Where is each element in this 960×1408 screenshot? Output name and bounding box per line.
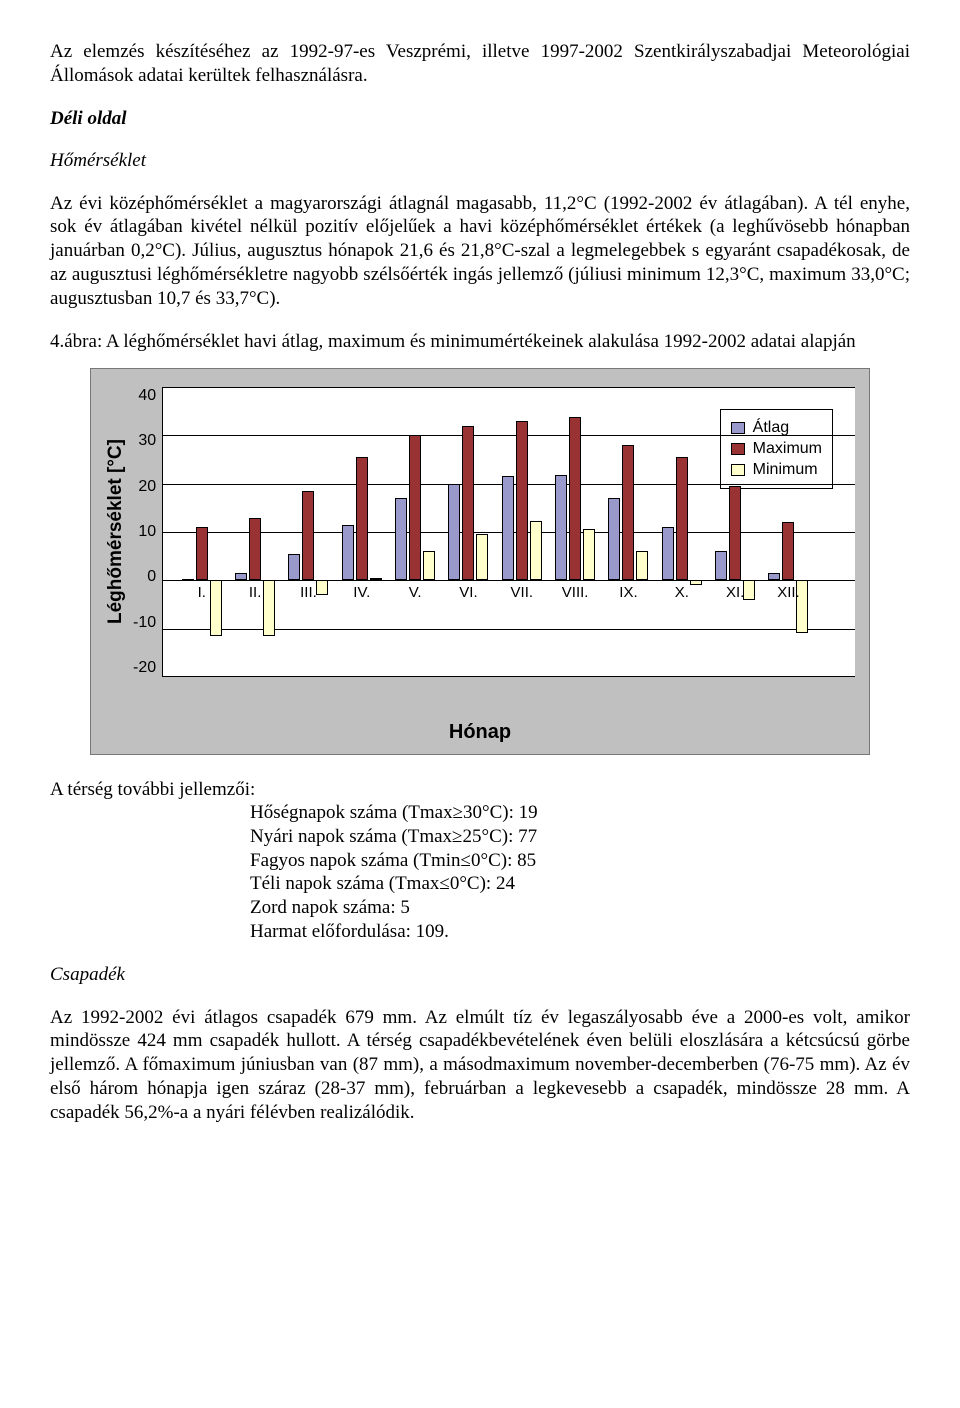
characteristics-label: A térség további jellemzői: <box>50 779 255 800</box>
temperature-paragraph: Az évi középhőmérséklet a magyarországi … <box>50 192 910 311</box>
bar-minimum <box>263 580 275 636</box>
subheading-csapadek: Csapadék <box>50 964 910 986</box>
x-tick-label: I. <box>198 584 206 601</box>
x-tick-label: XII. <box>777 584 800 601</box>
characteristics-list: Hőségnapok száma (Tmax≥30°C): 19Nyári na… <box>250 801 910 944</box>
bar-maximum <box>729 486 741 580</box>
chart-legend: Átlag Maximum Minimum <box>720 409 833 489</box>
legend-swatch <box>731 464 745 476</box>
bar-minimum <box>583 529 595 581</box>
characteristics-item: Nyári napok száma (Tmax≥25°C): 77 <box>250 825 910 849</box>
bar-minimum <box>690 580 702 585</box>
bar-maximum <box>196 527 208 580</box>
bar-átlag <box>608 498 620 580</box>
x-tick-label: II. <box>249 584 262 601</box>
bar-maximum <box>356 457 368 580</box>
bar-maximum <box>622 445 634 580</box>
bar-minimum <box>316 580 328 595</box>
legend-item-atlag: Átlag <box>731 419 822 437</box>
x-tick-label: XI. <box>726 584 744 601</box>
bar-maximum <box>569 417 581 580</box>
bar-minimum <box>370 578 382 580</box>
characteristics-item: Téli napok száma (Tmax≤0°C): 24 <box>250 872 910 896</box>
bar-átlag <box>502 476 514 580</box>
legend-item-min: Minimum <box>731 461 822 479</box>
bar-átlag <box>182 579 194 581</box>
bar-átlag <box>662 527 674 580</box>
bar-átlag <box>235 573 247 580</box>
chart-y-axis-label: Léghőmérséklet [°C] <box>105 387 127 677</box>
bar-átlag <box>395 498 407 580</box>
legend-swatch <box>731 443 745 455</box>
x-tick-label: VIII. <box>562 584 589 601</box>
intro-paragraph: Az elemzés készítéséhez az 1992-97-es Ve… <box>50 40 910 88</box>
bar-maximum <box>676 457 688 580</box>
bar-maximum <box>462 426 474 581</box>
legend-label: Átlag <box>753 419 789 437</box>
bar-átlag <box>715 551 727 580</box>
characteristics-item: Zord napok száma: 5 <box>250 896 910 920</box>
bar-maximum <box>249 518 261 581</box>
bar-maximum <box>409 435 421 580</box>
legend-item-max: Maximum <box>731 440 822 458</box>
x-tick-label: IV. <box>353 584 370 601</box>
chart-y-axis-ticks: 403020100-10-20 <box>133 387 162 677</box>
legend-label: Maximum <box>753 440 822 458</box>
x-tick-label: X. <box>675 584 689 601</box>
chart-plot-area: Átlag Maximum Minimum I. II. III. IV. V. VI. V… <box>162 387 855 677</box>
chart-x-axis-label: Hónap <box>105 721 855 744</box>
bar-maximum <box>302 491 314 580</box>
bar-minimum <box>423 551 435 580</box>
characteristics-item: Harmat előfordulása: 109. <box>250 920 910 944</box>
bar-átlag <box>555 475 567 580</box>
bar-minimum <box>743 580 755 599</box>
section-heading-deli-oldal: Déli oldal <box>50 108 910 130</box>
region-characteristics: A térség további jellemzői: Hőségnapok s… <box>50 779 910 944</box>
precipitation-paragraph: Az 1992-2002 évi átlagos csapadék 679 mm… <box>50 1006 910 1125</box>
bar-minimum <box>530 521 542 580</box>
x-tick-label: V. <box>409 584 422 601</box>
legend-label: Minimum <box>753 461 818 479</box>
bar-maximum <box>516 421 528 581</box>
bar-minimum <box>636 551 648 580</box>
characteristics-item: Fagyos napok száma (Tmin≤0°C): 85 <box>250 849 910 873</box>
temperature-chart: Léghőmérséklet [°C] 403020100-10-20 Átla… <box>90 368 870 755</box>
bar-átlag <box>768 573 780 580</box>
subheading-homerseklet: Hőmérséklet <box>50 150 910 172</box>
x-tick-label: VII. <box>511 584 534 601</box>
characteristics-item: Hőségnapok száma (Tmax≥30°C): 19 <box>250 801 910 825</box>
bar-maximum <box>782 522 794 580</box>
legend-swatch <box>731 422 745 434</box>
bar-átlag <box>448 484 460 581</box>
x-tick-label: IX. <box>619 584 637 601</box>
bar-átlag <box>342 525 354 581</box>
bar-minimum <box>210 580 222 636</box>
chart-caption: 4.ábra: A léghőmérséklet havi átlag, max… <box>50 330 910 354</box>
bar-minimum <box>476 534 488 580</box>
x-tick-label: VI. <box>459 584 477 601</box>
x-tick-label: III. <box>300 584 317 601</box>
bar-átlag <box>288 554 300 581</box>
